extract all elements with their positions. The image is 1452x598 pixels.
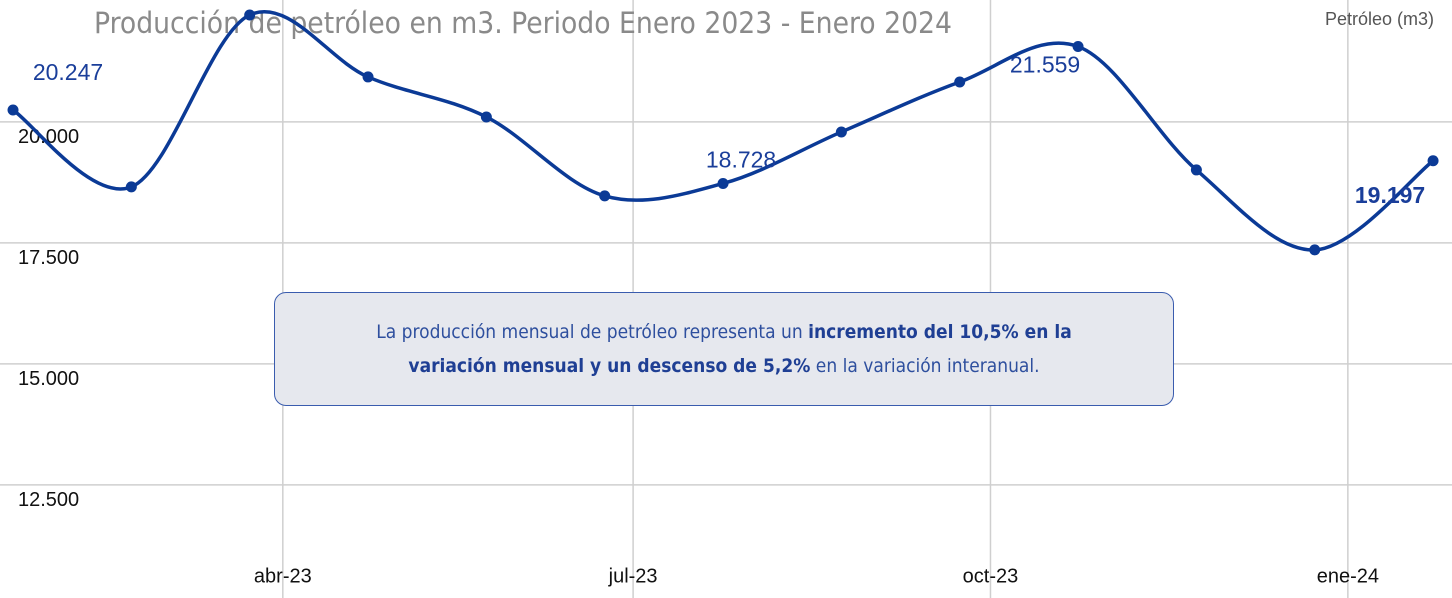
y-tick-label: 20.000 (18, 126, 79, 148)
point (125, 181, 137, 193)
point (480, 111, 492, 123)
x-tick-label: jul-23 (608, 565, 658, 587)
annotation-part: en la variación interanual. (810, 355, 1040, 377)
point (1190, 164, 1202, 176)
chart-title: Producción de petróleo en m3. Periodo En… (94, 6, 952, 40)
point (835, 126, 847, 138)
data-label: 18.728 (706, 147, 776, 173)
x-tick-label: oct-23 (963, 565, 1019, 587)
point (1072, 41, 1084, 52)
point (599, 190, 611, 202)
data-label: 20.247 (33, 59, 103, 85)
y-tick-label: 15.000 (18, 368, 79, 390)
point (362, 71, 374, 83)
point (7, 104, 19, 116)
y-tick-label: 17.500 (18, 247, 79, 269)
data-label: 21.559 (1010, 52, 1080, 78)
point (717, 177, 729, 189)
point (954, 76, 966, 88)
point (1427, 155, 1439, 167)
data-label: 19.197 (1355, 182, 1425, 208)
annotation: La producción mensual de petróleo repres… (274, 292, 1174, 406)
annotation-part: incremento del 10,5% en la variación men… (408, 321, 1072, 377)
annotation-part: La producción mensual de petróleo repres… (376, 321, 809, 343)
x-tick-label: ene-24 (1317, 565, 1379, 587)
point (244, 9, 256, 21)
line (11, 10, 1435, 252)
y-tick-label: 12.500 (18, 489, 79, 511)
x-tick-label: abr-23 (254, 565, 312, 587)
annotation-text: La producción mensual de petróleo repres… (345, 315, 1103, 383)
point (1309, 244, 1321, 256)
legend-label: Petróleo (m3) (1325, 9, 1434, 29)
